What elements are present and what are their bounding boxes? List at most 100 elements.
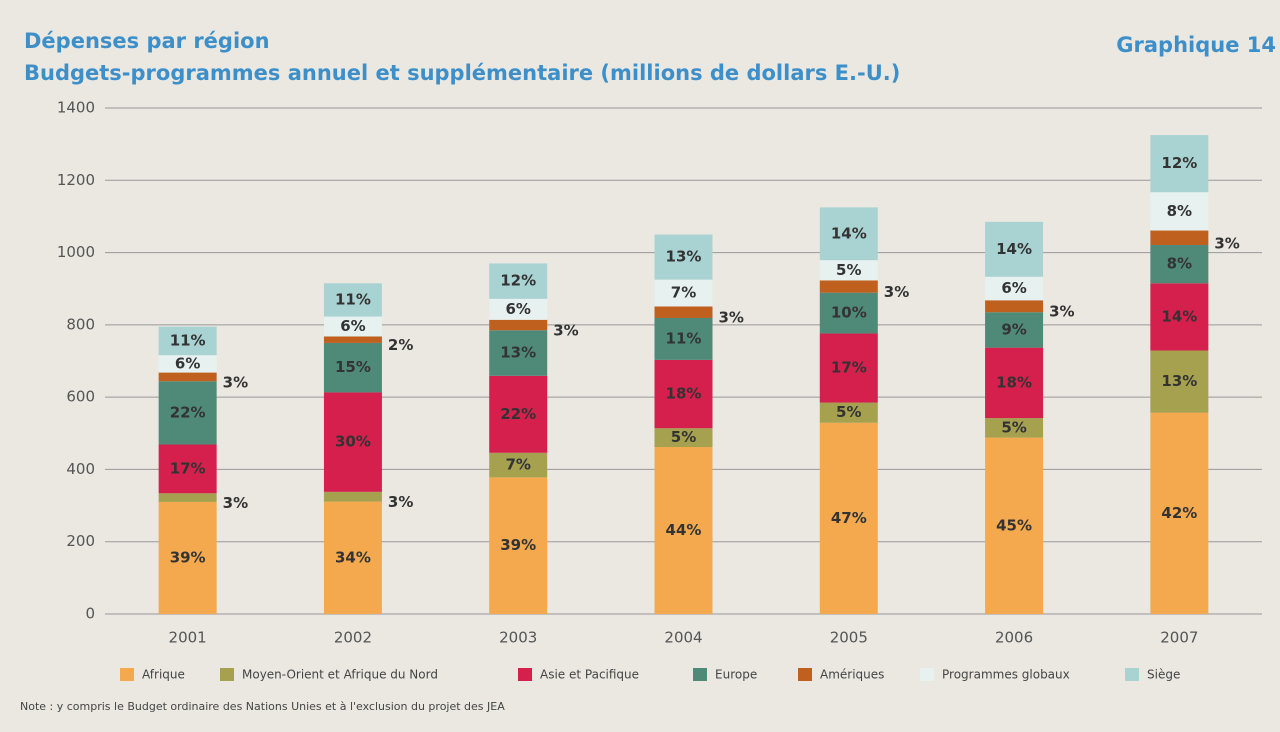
bar-segment [489, 375, 548, 453]
bar-segment [985, 221, 1044, 277]
bar-segment [323, 283, 382, 317]
bar-segment [654, 447, 713, 614]
data-label: 8% [1167, 202, 1192, 220]
bar-segment [158, 355, 217, 373]
data-label: 8% [1167, 255, 1192, 273]
y-tick-label: 0 [85, 605, 95, 623]
x-tick-label: 2001 [169, 629, 207, 647]
bar-segment [1150, 283, 1209, 351]
data-label: 3% [223, 373, 248, 391]
bar-segment [489, 319, 548, 331]
data-label: 2% [388, 336, 413, 354]
data-label: 11% [335, 290, 371, 308]
bar-segment [323, 501, 382, 614]
data-label: 45% [996, 516, 1032, 534]
bar-segment [819, 422, 878, 614]
bar-segment [158, 493, 217, 502]
data-label: 3% [1049, 303, 1074, 321]
data-label: 17% [170, 459, 206, 477]
legend-label: Asie et Pacifique [540, 668, 639, 682]
data-label: 5% [1001, 418, 1026, 436]
data-label: 6% [340, 317, 365, 335]
data-label: 12% [1161, 154, 1197, 172]
data-label: 3% [223, 494, 248, 512]
x-tick-label: 2006 [995, 629, 1033, 647]
bar-segment [489, 298, 548, 320]
bar-segment [1150, 244, 1209, 284]
data-label: 5% [836, 261, 861, 279]
bar-segment [1150, 350, 1209, 413]
bar-segment [819, 402, 878, 423]
data-label: 11% [170, 331, 206, 349]
data-label: 39% [170, 548, 206, 566]
bar-segment [819, 292, 878, 334]
data-label: 6% [1001, 279, 1026, 297]
y-tick-label: 1400 [57, 99, 95, 117]
data-label: 13% [500, 344, 536, 362]
chart-title: Dépenses par région [24, 29, 270, 53]
bar-segment [654, 428, 713, 448]
bar-segment [654, 317, 713, 360]
y-tick-label: 1200 [57, 171, 95, 189]
data-label: 3% [719, 309, 744, 327]
x-tick-label: 2003 [499, 629, 537, 647]
legend-label: Europe [715, 668, 757, 682]
bar-segment [1150, 135, 1209, 193]
data-label: 6% [505, 300, 530, 318]
bar-segment [158, 381, 217, 445]
bar-segment [985, 347, 1044, 419]
data-label: 6% [175, 354, 200, 372]
bar-segment [158, 444, 217, 494]
legend-swatch [693, 668, 707, 681]
bar-segment [1150, 230, 1209, 245]
legend-swatch [798, 668, 812, 681]
data-label: 22% [500, 405, 536, 423]
legend-swatch [220, 668, 234, 681]
bar-segment [323, 336, 382, 343]
x-tick-label: 2004 [664, 629, 702, 647]
data-label: 22% [170, 403, 206, 421]
data-label: 17% [831, 359, 867, 377]
figure-label: Graphique 14 [1116, 33, 1276, 57]
bar-segment [323, 491, 382, 502]
data-label: 5% [671, 428, 696, 446]
bar-segment [985, 418, 1044, 438]
bar-segment [158, 501, 217, 614]
bar-segment [819, 207, 878, 261]
data-label: 15% [335, 358, 371, 376]
data-label: 18% [666, 385, 702, 403]
bar-segment [654, 234, 713, 280]
bar-segment [654, 279, 713, 307]
y-tick-label: 400 [66, 460, 95, 478]
data-label: 34% [335, 548, 371, 566]
bar-segment [985, 312, 1044, 348]
data-label: 7% [505, 456, 530, 474]
bar-segment [985, 276, 1044, 301]
bar-segment [819, 333, 878, 403]
data-label: 42% [1161, 504, 1197, 522]
data-label: 3% [1214, 234, 1239, 252]
data-label: 47% [831, 509, 867, 527]
data-label: 13% [1161, 372, 1197, 390]
legend-label: Afrique [142, 668, 185, 682]
data-label: 14% [1161, 307, 1197, 325]
legend-label: Amériques [820, 668, 884, 682]
legend-swatch [120, 668, 134, 681]
bar-segment [323, 342, 382, 393]
bar-segment [819, 280, 878, 293]
data-label: 7% [671, 284, 696, 302]
bar-segment [158, 372, 217, 382]
legend-swatch [1125, 668, 1139, 681]
data-label: 10% [831, 304, 867, 322]
bar-segment [489, 452, 548, 478]
legend-swatch [518, 668, 532, 681]
chart-subtitle: Budgets-programmes annuel et supplémenta… [24, 61, 900, 85]
bar-segment [489, 263, 548, 299]
bar-segment [1150, 412, 1209, 614]
data-label: 39% [500, 536, 536, 554]
y-tick-label: 200 [66, 532, 95, 550]
bar-segment [819, 260, 878, 281]
bar-segment [323, 392, 382, 492]
note: Note : y compris le Budget ordinaire des… [20, 700, 505, 713]
